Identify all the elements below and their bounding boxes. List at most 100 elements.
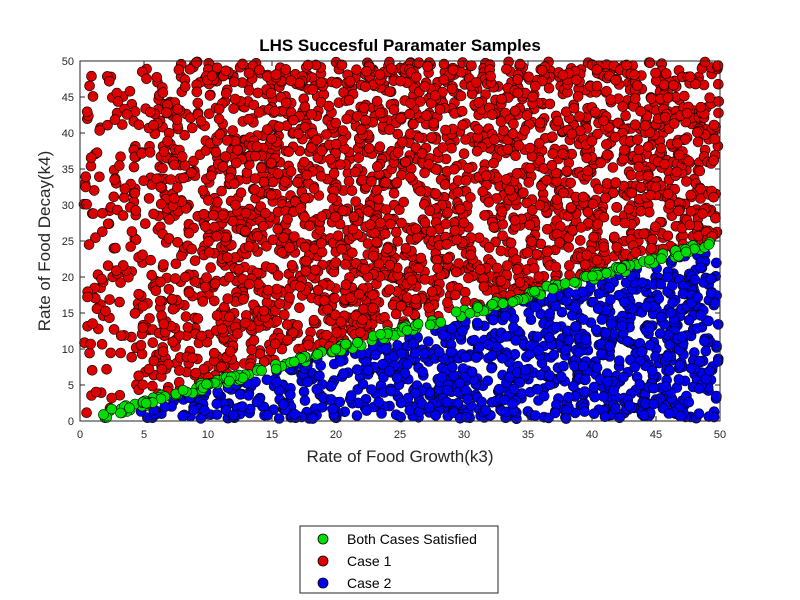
case1-point [81, 199, 92, 210]
case1-point [80, 181, 91, 193]
case2-point [525, 340, 537, 351]
case1-point [577, 191, 589, 203]
case1-point [411, 71, 422, 83]
case1-point [368, 250, 379, 262]
case1-point [709, 133, 721, 145]
case1-point [550, 261, 562, 273]
case1-point [572, 91, 584, 102]
case2-point [483, 339, 494, 351]
case1-point [440, 218, 452, 230]
case1-point [216, 185, 227, 197]
case2-point [433, 346, 445, 358]
case1-point [373, 193, 384, 205]
case2-point [487, 314, 499, 326]
case1-point [371, 161, 383, 172]
case1-point [328, 168, 340, 179]
case1-point [380, 177, 392, 188]
case1-point [208, 347, 220, 359]
case1-point [563, 242, 575, 253]
case2-point [560, 344, 572, 356]
case1-point [421, 110, 432, 121]
case1-point [392, 147, 404, 158]
case1-point [635, 106, 646, 117]
case1-point [121, 109, 133, 120]
case1-point [148, 355, 160, 367]
case2-point [454, 377, 466, 389]
case2-point [530, 410, 541, 421]
case2-point [366, 384, 377, 395]
case1-point [340, 279, 352, 291]
case2-point [271, 376, 283, 388]
case1-point [441, 239, 453, 250]
case1-point [513, 140, 525, 151]
case1-point [211, 231, 223, 242]
x-axis-ticks: 0 5 10 15 20 25 30 35 40 45 50 [77, 61, 726, 441]
case2-point [442, 384, 453, 396]
case1-point [591, 80, 603, 92]
case1-point [88, 208, 99, 219]
case1-point [125, 241, 136, 252]
case1-point [694, 165, 706, 177]
case1-point [697, 208, 708, 219]
case2-point [424, 401, 435, 413]
case1-point [547, 131, 558, 142]
case1-point [156, 363, 168, 375]
case2-point [705, 273, 717, 285]
case1-point [546, 160, 558, 171]
case1-point [272, 168, 284, 179]
case1-point [222, 252, 233, 263]
case1-point [524, 162, 536, 174]
case2-point [307, 413, 319, 424]
case1-point [621, 59, 632, 71]
case1-point [161, 107, 172, 118]
case2-point [549, 407, 561, 419]
case2-point [569, 360, 580, 372]
case1-point [357, 314, 368, 326]
case1-point [591, 64, 603, 75]
case1-point [451, 234, 463, 245]
case1-point [315, 238, 327, 249]
case1-point [137, 322, 149, 333]
case1-point [635, 206, 647, 217]
case2-point [370, 349, 381, 361]
both-cases-point [140, 397, 152, 409]
case1-point [400, 243, 412, 254]
case1-point [184, 64, 196, 75]
case2-point [243, 390, 254, 401]
case1-point [574, 235, 586, 246]
case2-point [600, 327, 612, 339]
case2-point [613, 355, 625, 367]
case1-point [179, 81, 191, 92]
case1-point [300, 265, 312, 277]
case2-point [188, 404, 199, 416]
case1-point [103, 76, 115, 87]
case2-point [447, 361, 458, 373]
case2-point [555, 371, 567, 383]
case1-point [285, 166, 297, 177]
case2-point [538, 390, 550, 402]
case1-point [543, 82, 555, 94]
case1-point [650, 67, 661, 79]
case1-point [415, 185, 426, 197]
case2-point [636, 277, 648, 289]
case1-point [253, 107, 265, 118]
case1-point [509, 105, 521, 117]
case1-point [440, 124, 451, 136]
case1-point [582, 165, 594, 177]
case1-point [288, 114, 299, 126]
case1-point [502, 144, 514, 155]
case1-point [112, 96, 124, 107]
case1-point [261, 241, 272, 252]
case1-point [140, 218, 151, 229]
case1-point [180, 271, 191, 283]
case1-point [650, 181, 662, 193]
case1-point [533, 271, 545, 283]
case1-point [167, 336, 178, 348]
case2-point [510, 335, 522, 346]
case2-point [285, 389, 296, 401]
case2-point [357, 378, 369, 390]
x-tick-label: 30 [458, 429, 470, 441]
legend-marker-case1 [317, 555, 329, 567]
both-cases-point [201, 378, 212, 390]
case1-point [692, 136, 704, 148]
